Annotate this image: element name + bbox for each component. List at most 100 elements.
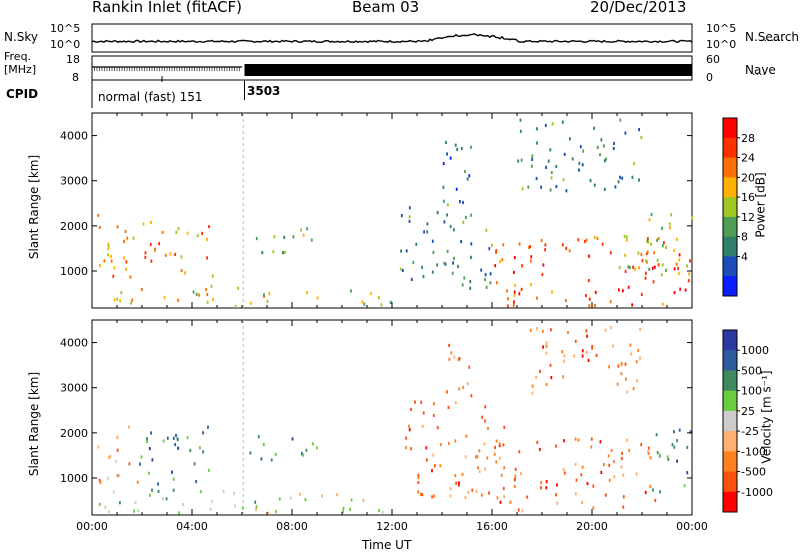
velocity-echo-cell [626,390,629,394]
velocity-echo-cell [635,360,638,364]
velocity-echo-cell [514,467,517,471]
velocity-echo-cell [613,460,615,464]
power-echo-cell [126,236,129,240]
power-echo-cell [555,164,558,169]
velocity-echo-cell [455,481,458,485]
power-echo-cell [206,300,209,304]
velocity-echo-cell [620,456,623,460]
power-echo-cell [565,189,568,193]
power-echo-cell [180,255,183,259]
power-echo-cell [415,242,418,246]
velocity-echo-cell [649,484,652,488]
power-echo-cell [470,213,472,217]
power-echo-cell [637,251,640,255]
velocity-echo-cell [587,358,590,362]
velocity-ytick-label: 3000 [60,382,88,395]
power-echo-cell [624,269,627,274]
power-echo-cell [656,238,658,242]
velocity-echo-cell [342,510,344,514]
velocity-echo-cell [417,476,420,480]
velocity-echo-cell [590,437,593,441]
cpid-label: CPID [6,87,39,101]
power-echo-cell [555,185,558,189]
beam-title: Beam 03 [352,0,420,16]
power-echo-cell [234,304,237,308]
power-ytick-label: 1000 [60,265,88,278]
velocity-echo-cell [99,480,102,484]
power-echo-cell [116,225,119,229]
power-echo-cell [529,245,532,249]
power-colorbar-frame [722,117,738,297]
velocity-echo-cell [545,351,548,355]
power-echo-cell [422,274,425,279]
power-echo-cell [618,265,621,270]
power-echo-cell [612,146,615,151]
power-echo-cell [638,178,640,182]
velocity-echo-cell [484,405,487,409]
power-echo-cell [551,122,554,126]
power-echo-cell [645,259,647,263]
velocity-echo-cell [207,425,209,429]
nsearch-tick-top: 10^5 [706,22,737,35]
power-echo-cell [186,231,189,235]
velocity-echo-cell [450,351,453,355]
velocity-echo-cell [200,490,202,494]
velocity-echo-cell [581,349,584,353]
velocity-echo-cell [647,446,650,450]
velocity-echo-cell [602,463,605,467]
velocity-echo-cell [458,483,460,487]
power-echo-cell [531,164,533,168]
velocity-echo-cell [574,437,577,441]
velocity-echo-cell [676,459,678,463]
velocity-echo-cell [686,471,689,475]
velocity-echo-cell [620,372,623,376]
velocity-echo-cell [471,488,474,492]
power-echo-cell [663,241,665,245]
velocity-echo-cell [635,472,638,476]
velocity-echo-cell [496,496,499,500]
velocity-colorbar-tick-label: -500 [741,466,766,479]
power-echo-cell [551,290,553,294]
velocity-echo-cell [207,468,210,472]
power-echo-cell [513,300,515,304]
power-echo-cell [650,212,653,217]
velocity-echo-cell [464,455,467,459]
power-echo-cell [306,291,308,295]
power-echo-cell [661,226,663,230]
power-echo-cell [640,252,643,257]
power-ytick-label: 2000 [60,220,88,233]
velocity-echo-cell [211,499,213,503]
velocity-echo-cell [604,493,607,497]
velocity-echo-cell [580,473,583,477]
velocity-echo-cell [172,436,175,440]
power-echo-cell [613,141,615,145]
power-echo-cell [673,291,676,295]
power-echo-cell [408,206,411,210]
power-echo-cell [457,264,459,269]
power-echo-cell [627,285,630,289]
velocity-echo-cell [408,428,411,432]
velocity-colorbar-segment [723,390,737,412]
power-echo-cell [443,220,446,224]
power-echo-cell [495,281,498,285]
power-echo-cell [562,178,565,182]
power-echo-cell [150,220,152,224]
power-echo-cell [536,141,538,145]
velocity-echo-cell [449,494,452,498]
velocity-echo-cell [573,354,576,358]
power-echo-cell [452,261,454,265]
velocity-echo-cell [291,437,294,441]
power-echo-cell [480,268,483,272]
velocity-echo-cell [150,431,152,435]
time-tick-label: 20:00 [576,520,608,533]
power-echo-cell [540,239,543,243]
velocity-echo-cell [487,426,489,430]
power-echo-cell [579,145,582,149]
velocity-echo-cell [98,478,101,482]
power-echo-cell [310,238,313,242]
power-echo-cell [455,187,458,191]
velocity-echo-cell [116,474,119,478]
power-echo-cell [569,137,571,141]
velocity-echo-cell [466,381,469,386]
power-echo-cell [625,238,628,242]
